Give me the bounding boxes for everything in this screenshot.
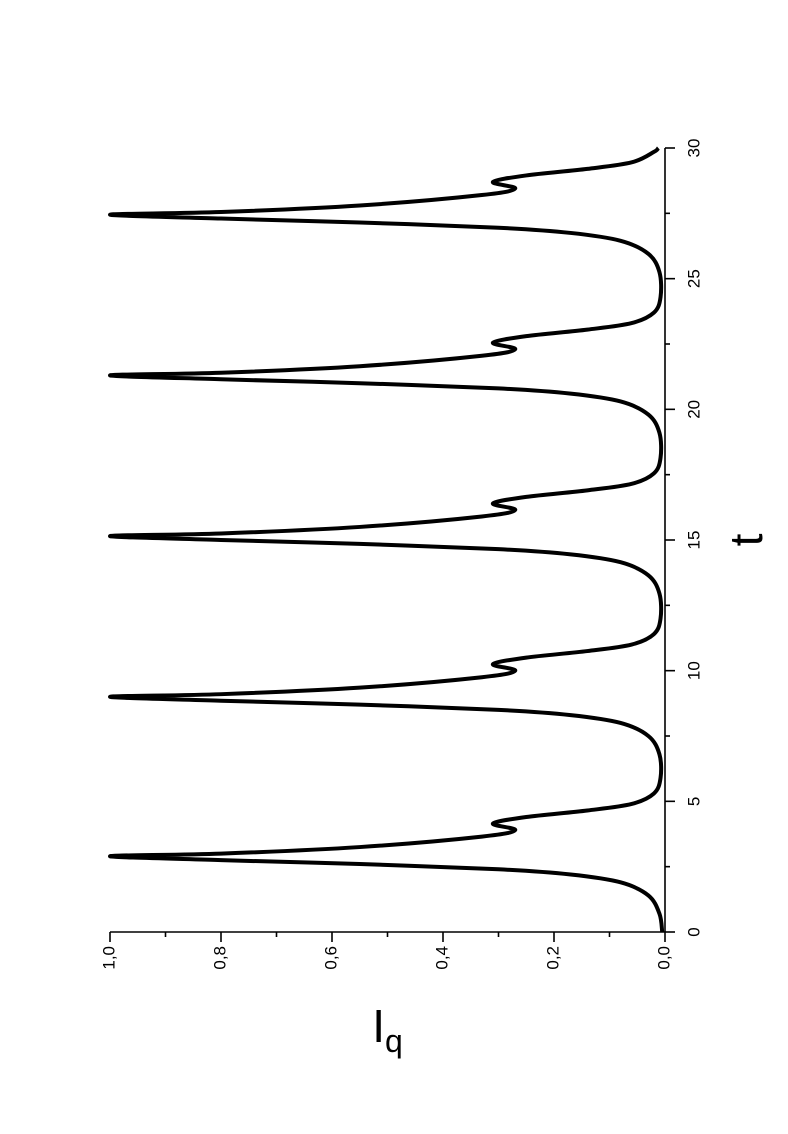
y-axis-title-main: I — [372, 1000, 385, 1052]
x-tick-label: 5 — [684, 797, 703, 806]
y-axis-title-sub: q — [385, 1023, 403, 1059]
x-tick-label: 30 — [684, 139, 703, 158]
y-tick-label: 1,0 — [99, 946, 118, 970]
x-tick-label: 10 — [684, 661, 703, 680]
x-axis-title: t — [720, 533, 772, 546]
y-axis-title: Iq — [372, 1000, 403, 1059]
x-tick-label: 0 — [684, 927, 703, 936]
line-series — [108, 146, 665, 933]
y-tick-label: 0,4 — [432, 946, 451, 970]
y-tick-label: 0,2 — [543, 946, 562, 970]
y-tick-label: 0,6 — [321, 946, 340, 970]
plot-area: 0 5 10 15 20 25 30 0,0 0,2 0,4 0,6 0,8 1,0 t Iq — [99, 139, 772, 1060]
y-tick-label: 0,0 — [654, 946, 673, 970]
x-tick-label: 20 — [684, 400, 703, 419]
x-tick-label: 15 — [684, 531, 703, 550]
x-tick-label: 25 — [684, 269, 703, 288]
y-tick-label: 0,8 — [210, 946, 229, 970]
